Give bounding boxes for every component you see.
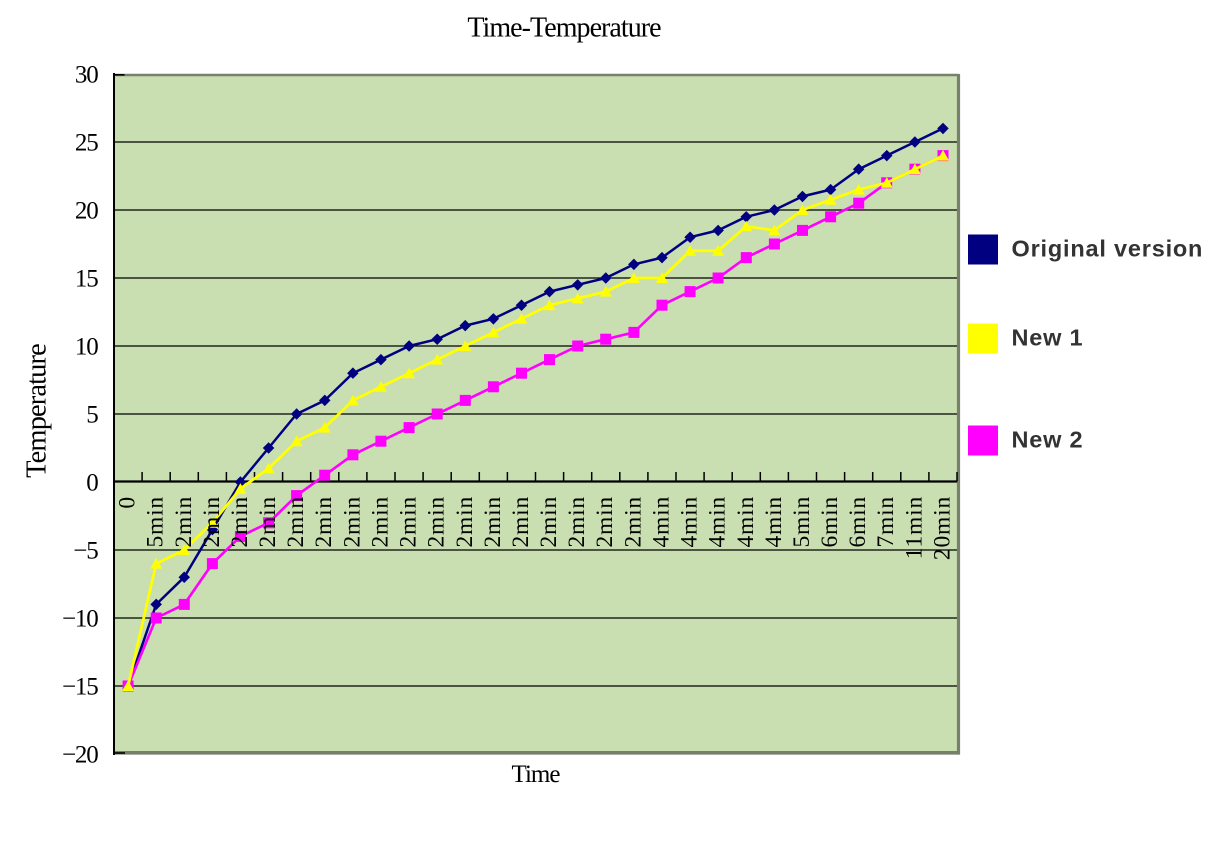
svg-text:10: 10	[75, 333, 98, 360]
svg-text:2min: 2min	[452, 496, 478, 548]
svg-text:4min: 4min	[733, 496, 759, 548]
svg-text:20min: 20min	[930, 496, 956, 560]
svg-text:4min: 4min	[649, 496, 675, 548]
svg-text:2min: 2min	[199, 496, 225, 548]
svg-text:−5: −5	[73, 537, 98, 564]
svg-text:5min: 5min	[789, 496, 815, 548]
svg-text:30: 30	[75, 61, 98, 88]
svg-text:New 2: New 2	[1012, 427, 1084, 453]
svg-text:0: 0	[86, 469, 98, 496]
svg-text:2min: 2min	[339, 496, 365, 548]
svg-text:20: 20	[75, 197, 98, 224]
svg-text:6min: 6min	[845, 496, 871, 548]
svg-text:−15: −15	[62, 673, 98, 700]
svg-text:2min: 2min	[311, 496, 337, 548]
svg-text:2min: 2min	[480, 496, 506, 548]
svg-text:2min: 2min	[227, 496, 253, 548]
svg-text:4min: 4min	[705, 496, 731, 548]
svg-text:2min: 2min	[396, 496, 422, 548]
svg-text:2min: 2min	[367, 496, 393, 548]
svg-text:7min: 7min	[873, 496, 899, 548]
svg-text:Original version: Original version	[1012, 236, 1204, 262]
svg-text:−10: −10	[62, 605, 98, 632]
svg-text:2min: 2min	[424, 496, 450, 548]
svg-text:4min: 4min	[761, 496, 787, 548]
svg-text:2min: 2min	[255, 496, 281, 548]
svg-text:2min: 2min	[536, 496, 562, 548]
svg-text:2min: 2min	[171, 496, 197, 548]
svg-text:4min: 4min	[677, 496, 703, 548]
svg-text:2min: 2min	[283, 496, 309, 548]
svg-text:6min: 6min	[817, 496, 843, 548]
svg-text:Time-Temperature: Time-Temperature	[467, 13, 661, 44]
svg-text:15: 15	[75, 265, 98, 292]
svg-text:−20: −20	[62, 741, 98, 768]
svg-text:New 1: New 1	[1012, 325, 1084, 351]
svg-text:2min: 2min	[620, 496, 646, 548]
svg-text:Time: Time	[512, 761, 561, 788]
svg-text:Temperature: Temperature	[22, 344, 53, 478]
svg-text:2min: 2min	[508, 496, 534, 548]
svg-text:25: 25	[75, 129, 98, 156]
svg-text:0: 0	[115, 496, 141, 509]
svg-text:2min: 2min	[564, 496, 590, 548]
svg-text:11min: 11min	[901, 496, 927, 559]
svg-text:5: 5	[86, 401, 98, 428]
svg-text:5min: 5min	[143, 496, 169, 548]
svg-text:2min: 2min	[592, 496, 618, 548]
